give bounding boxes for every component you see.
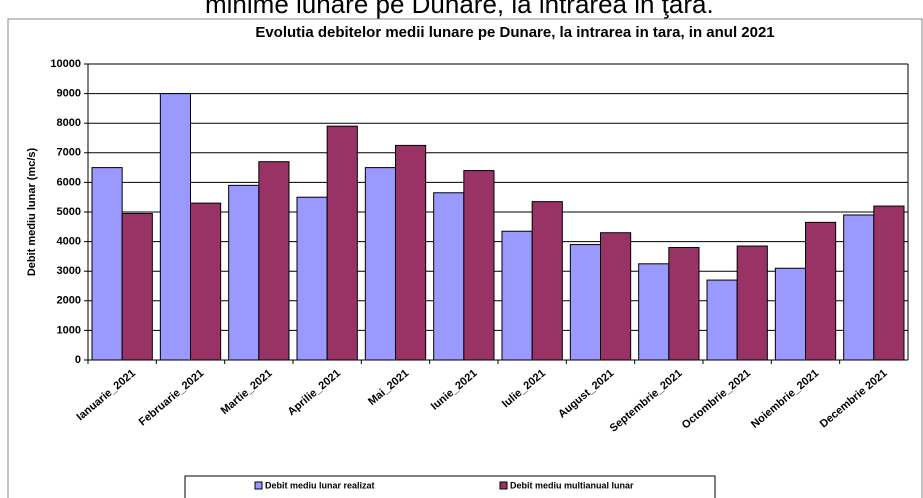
y-tick-label: 5000 — [57, 206, 81, 218]
y-tick-label: 9000 — [57, 88, 81, 100]
bar — [395, 144, 427, 361]
bar — [638, 263, 670, 361]
bar — [364, 167, 397, 361]
bar — [159, 93, 191, 361]
y-tick-label: 4000 — [57, 236, 81, 248]
y-tick-label: 0 — [75, 354, 81, 366]
legend-label: Debit mediu multianual lunar — [510, 480, 634, 490]
y-axis-label: Debit mediu lunar (mc/s) — [26, 147, 38, 276]
caption: minime lunare pe Dunare, la intrarea in … — [205, 0, 714, 19]
bar — [258, 161, 290, 361]
bar — [706, 279, 738, 361]
y-tick-label: 1000 — [57, 324, 81, 336]
bar — [121, 212, 153, 361]
bar — [91, 167, 123, 361]
legend — [184, 475, 716, 498]
bar — [736, 245, 768, 361]
bar — [501, 230, 533, 361]
bar — [873, 205, 905, 361]
bar — [326, 125, 358, 361]
bar — [531, 201, 563, 361]
bar — [228, 184, 260, 361]
bar — [668, 247, 700, 361]
y-tick-label: 2000 — [57, 295, 81, 307]
legend-swatch — [499, 481, 508, 490]
bar — [569, 244, 601, 361]
bar — [296, 196, 328, 361]
bar — [463, 170, 495, 361]
y-tick-label: 7000 — [57, 147, 81, 159]
bar — [190, 202, 222, 361]
y-tick-label: 6000 — [57, 176, 81, 188]
bar — [805, 221, 837, 361]
y-tick-label: 10000 — [50, 58, 81, 70]
y-tick-label: 8000 — [57, 117, 81, 129]
bar — [843, 214, 875, 361]
bar — [774, 267, 806, 361]
bar — [600, 232, 632, 361]
y-tick-label: 3000 — [57, 265, 81, 277]
chart-title: Evolutia debitelor medii lunare pe Dunar… — [255, 24, 774, 41]
legend-swatch — [254, 481, 263, 490]
bar — [433, 192, 465, 361]
legend-label: Debit mediu lunar realizat — [265, 480, 375, 490]
